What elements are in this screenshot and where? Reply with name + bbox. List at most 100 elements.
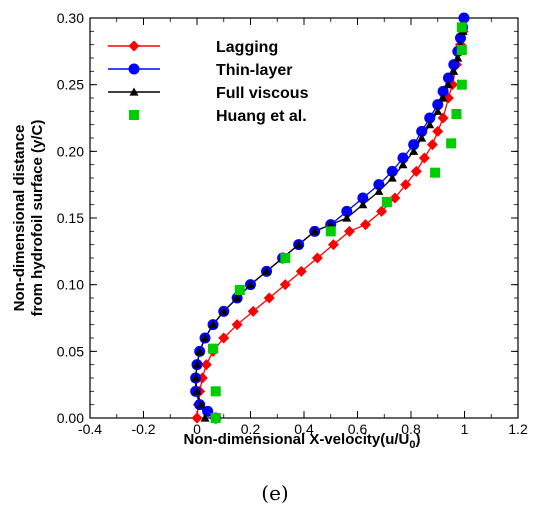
data-point-huang-et-al	[456, 79, 467, 90]
data-point-full-viscous	[246, 280, 255, 289]
data-point-thin-layer	[341, 205, 353, 217]
data-point-huang-et-al	[456, 45, 467, 55]
data-point-lagging	[218, 332, 230, 344]
x-axis-label-unit: (u/U	[380, 431, 409, 448]
data-point-huang-et-al	[280, 253, 291, 263]
legend-marker-thin-layer	[128, 63, 140, 75]
data-point-thin-layer	[437, 85, 449, 97]
data-point-lagging	[279, 279, 291, 291]
legend-label-huang-et-al: Huang et al.	[216, 108, 307, 125]
data-point-full-viscous	[262, 266, 272, 275]
axis-ticks: -0.4 -0.2 0 0.2 0.4 0.6 0.8 1 1.2 0.00 0.05 0.10 0.1…	[57, 10, 528, 437]
data-point-thin-layer	[448, 59, 460, 71]
data-point-thin-layer	[408, 139, 420, 151]
data-point-huang-et-al	[381, 197, 392, 207]
data-point-huang-et-al	[430, 167, 441, 178]
data-point-full-viscous	[195, 346, 205, 355]
data-point-thin-layer	[386, 165, 398, 177]
legend-label-full-viscous: Full viscous	[216, 85, 309, 102]
data-point-full-viscous	[200, 413, 210, 422]
y-axis-label-line1: Non-dimensional distance	[11, 125, 28, 312]
series-markers	[190, 12, 470, 424]
y-tick-label: 0.10	[57, 277, 84, 293]
legend-label-lagging: Lagging	[216, 39, 278, 56]
data-point-lagging	[360, 219, 372, 231]
x-tick-label: 0.2	[241, 421, 261, 437]
data-point-full-viscous	[200, 333, 210, 342]
data-point-lagging	[191, 412, 203, 424]
x-tick-label: 0	[193, 421, 201, 437]
data-point-full-viscous	[294, 240, 304, 249]
data-point-thin-layer	[454, 32, 466, 44]
y-tick-label: 0.20	[57, 143, 84, 159]
data-point-lagging	[343, 225, 355, 237]
data-point-full-viscous	[192, 386, 202, 395]
data-point-thin-layer	[416, 125, 428, 137]
data-point-full-viscous	[438, 93, 448, 102]
data-point-full-viscous	[387, 173, 397, 182]
x-tick-label: 0.8	[401, 421, 421, 437]
y-tick-label: 0.00	[57, 410, 84, 426]
data-point-huang-et-al	[456, 22, 467, 33]
data-point-full-viscous	[374, 186, 384, 195]
data-point-thin-layer	[432, 99, 444, 111]
x-tick-label: -0.4	[78, 421, 102, 437]
data-point-huang-et-al	[451, 109, 462, 119]
data-point-full-viscous	[358, 200, 368, 209]
data-point-thin-layer	[424, 112, 436, 124]
y-axis-label-line2: from hydrofoil surface (y/C)	[29, 120, 46, 317]
data-point-lagging	[247, 305, 259, 317]
data-point-full-viscous	[398, 160, 408, 169]
data-point-lagging	[311, 252, 323, 264]
data-point-full-viscous	[196, 400, 206, 409]
data-point-lagging	[295, 265, 307, 277]
data-point-lagging	[426, 139, 438, 151]
data-point-lagging	[376, 205, 388, 217]
data-point-thin-layer	[442, 72, 454, 84]
x-tick-label: 0.6	[348, 421, 368, 437]
data-point-huang-et-al	[325, 226, 336, 237]
data-point-huang-et-al	[208, 343, 219, 354]
data-point-thin-layer	[458, 12, 470, 24]
x-tick-label: 1.2	[508, 421, 528, 437]
data-point-full-viscous	[191, 373, 201, 382]
data-point-lagging	[400, 179, 412, 191]
y-tick-label: 0.05	[57, 343, 84, 359]
data-point-full-viscous	[310, 226, 320, 235]
data-point-full-viscous	[433, 106, 443, 115]
data-point-lagging	[231, 319, 243, 331]
legend-marker-lagging	[128, 40, 140, 52]
data-point-full-viscous	[409, 146, 419, 155]
data-point-lagging	[327, 239, 339, 251]
x-axis-label-main: Non-dimensional X-velocity	[184, 431, 381, 448]
data-point-full-viscous	[208, 320, 218, 329]
data-point-lagging	[410, 165, 422, 177]
data-point-full-viscous	[326, 220, 336, 229]
data-point-thin-layer	[397, 152, 409, 164]
data-point-lagging	[389, 192, 401, 204]
data-point-full-viscous	[192, 360, 202, 369]
data-point-lagging	[263, 292, 275, 304]
x-tick-label: 0.4	[294, 421, 314, 437]
data-point-full-viscous	[232, 293, 242, 302]
legend-label-thin-layer: Thin-layer	[216, 62, 292, 79]
panel-label: (e)	[261, 481, 288, 505]
data-point-full-viscous	[443, 80, 453, 89]
legend: Lagging Thin-layer Full viscous Huang et al…	[108, 39, 309, 125]
x-axis-label: Non-dimensional X-velocity(u/U0)	[184, 431, 421, 451]
x-axis-label-close: )	[416, 431, 421, 448]
data-point-lagging	[418, 152, 430, 164]
y-tick-label: 0.30	[57, 10, 84, 26]
x-axis-label-sub: 0	[409, 439, 415, 451]
data-point-full-viscous	[453, 53, 463, 62]
data-point-huang-et-al	[210, 386, 221, 397]
data-point-full-viscous	[425, 120, 435, 129]
y-tick-label: 0.15	[57, 210, 84, 226]
data-point-lagging	[432, 125, 444, 137]
y-tick-label: 0.25	[57, 77, 84, 93]
data-point-huang-et-al	[234, 285, 245, 295]
data-point-lagging	[437, 112, 449, 124]
data-point-lagging	[200, 359, 212, 371]
data-point-huang-et-al	[210, 413, 221, 423]
